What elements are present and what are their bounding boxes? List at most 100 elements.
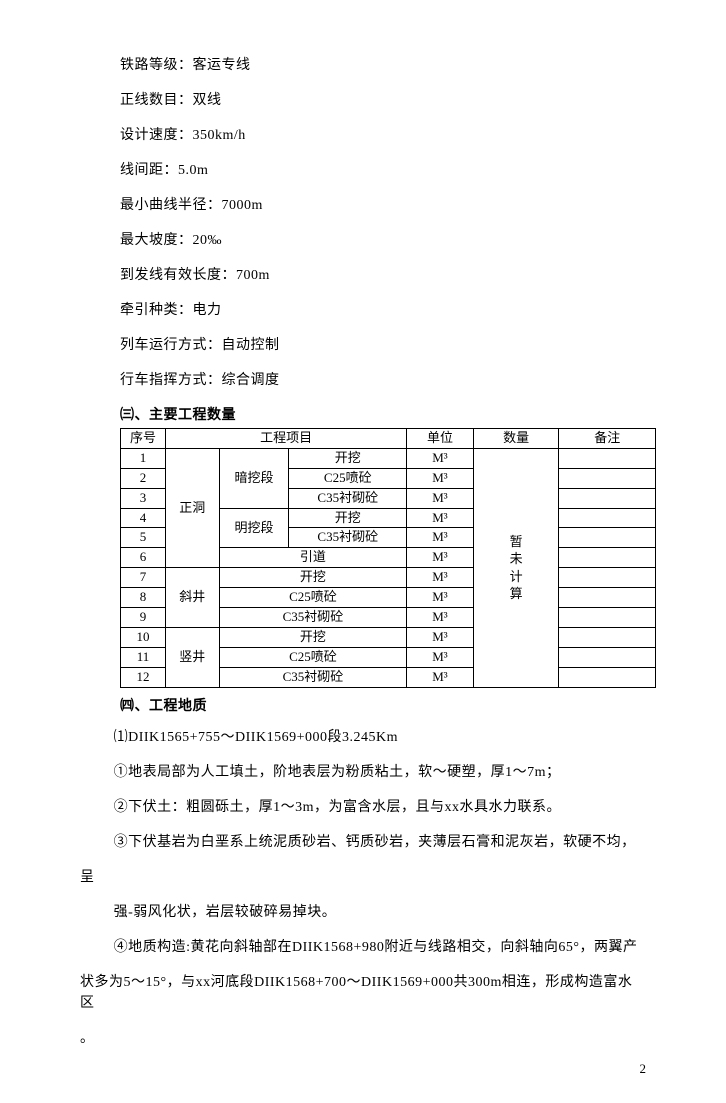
- label: 线间距：: [120, 163, 178, 178]
- item: 开挖: [219, 568, 407, 588]
- value: 350km/h: [193, 128, 246, 143]
- th-seq: 序号: [121, 429, 166, 449]
- item: C35衬砌砼: [289, 528, 407, 548]
- table-row: 1 正洞 暗挖段 开挖 M³ 暂未计算: [121, 448, 656, 468]
- label: 到发线有效长度：: [120, 268, 236, 283]
- note: [559, 528, 656, 548]
- unit: M³: [407, 508, 473, 528]
- value: 20‰: [193, 233, 223, 248]
- label: 铁路等级：: [120, 58, 193, 73]
- page-number: 2: [640, 1059, 647, 1079]
- th-project: 工程项目: [166, 429, 407, 449]
- table-header-row: 序号 工程项目 单位 数量 备注: [121, 429, 656, 449]
- unit: M³: [407, 647, 473, 667]
- group-zhengdong: 正洞: [166, 448, 220, 567]
- note: [559, 508, 656, 528]
- item: 开挖: [289, 508, 407, 528]
- value: 7000m: [222, 198, 263, 213]
- seq: 12: [121, 667, 166, 687]
- qty-pending: 暂未计算: [473, 448, 559, 687]
- table-row: 10 竖井 开挖 M³: [121, 627, 656, 647]
- label: 正线数目：: [120, 93, 193, 108]
- item: C35衬砌砼: [219, 608, 407, 628]
- label: 最小曲线半径：: [120, 198, 222, 213]
- th-note: 备注: [559, 429, 656, 449]
- note: [559, 468, 656, 488]
- item: C35衬砌砼: [219, 667, 407, 687]
- spec-dispatch: 行车指挥方式：综合调度: [120, 370, 646, 391]
- note: [559, 667, 656, 687]
- seq: 9: [121, 608, 166, 628]
- geo-p4-cont: 状多为5～15°，与xx河底段DIIK1568+700～DIIK1569+000…: [80, 972, 646, 1014]
- note: [559, 588, 656, 608]
- spec-rail-grade: 铁路等级：客运专线: [120, 55, 646, 76]
- sub-anwa: 暗挖段: [219, 448, 289, 508]
- spec-design-speed: 设计速度：350km/h: [120, 125, 646, 146]
- sub-mingwa: 明挖段: [219, 508, 289, 548]
- spec-eff-len: 到发线有效长度：700m: [120, 265, 646, 286]
- seq: 7: [121, 568, 166, 588]
- geo-p4-end: 。: [80, 1028, 646, 1049]
- spec-main-lines: 正线数目：双线: [120, 90, 646, 111]
- seq: 6: [121, 548, 166, 568]
- geo-p4: ④地质构造:黄花向斜轴部在DIIK1568+980附近与线路相交，向斜轴向65°…: [80, 937, 646, 958]
- heading-qty: ㈢、主要工程数量: [120, 405, 646, 426]
- value: 700m: [236, 268, 270, 283]
- geo-range: ⑴DIIK1565+755～DIIK1569+000段3.245Km: [80, 727, 646, 748]
- spec-track-spacing: 线间距：5.0m: [120, 160, 646, 181]
- note: [559, 568, 656, 588]
- label: 行车指挥方式：: [120, 373, 222, 388]
- seq: 10: [121, 627, 166, 647]
- item: 开挖: [219, 627, 407, 647]
- seq: 11: [121, 647, 166, 667]
- heading-geo: ㈣、工程地质: [120, 696, 646, 717]
- seq: 2: [121, 468, 166, 488]
- unit: M³: [407, 588, 473, 608]
- note: [559, 488, 656, 508]
- item: C25喷砼: [219, 647, 407, 667]
- note: [559, 627, 656, 647]
- th-qty: 数量: [473, 429, 559, 449]
- spec-max-grade: 最大坡度：20‰: [120, 230, 646, 251]
- geo-p3: ③下伏基岩为白垩系上统泥质砂岩、钙质砂岩，夹薄层石膏和泥灰岩，软硬不均，: [80, 832, 646, 853]
- value: 双线: [193, 93, 222, 108]
- seq: 4: [121, 508, 166, 528]
- item: 开挖: [289, 448, 407, 468]
- unit: M³: [407, 627, 473, 647]
- geo-p2: ②下伏土：粗圆砾土，厚1～3m，为富含水层，且与xx水具水力联系。: [80, 797, 646, 818]
- unit: M³: [407, 488, 473, 508]
- note: [559, 647, 656, 667]
- note: [559, 608, 656, 628]
- geo-p1: ①地表局部为人工填土，阶地表层为粉质粘土，软～硬塑，厚1～7m；: [80, 762, 646, 783]
- table-row: 7 斜井 开挖 M³: [121, 568, 656, 588]
- spec-min-curve: 最小曲线半径：7000m: [120, 195, 646, 216]
- label: 设计速度：: [120, 128, 193, 143]
- seq: 8: [121, 588, 166, 608]
- seq: 1: [121, 448, 166, 468]
- spec-traction: 牵引种类：电力: [120, 300, 646, 321]
- value: 综合调度: [222, 373, 280, 388]
- unit: M³: [407, 568, 473, 588]
- seq: 5: [121, 528, 166, 548]
- group-shujing: 竖井: [166, 627, 220, 687]
- unit: M³: [407, 528, 473, 548]
- item: C25喷砼: [289, 468, 407, 488]
- th-unit: 单位: [407, 429, 473, 449]
- unit: M³: [407, 548, 473, 568]
- note: [559, 548, 656, 568]
- note: [559, 448, 656, 468]
- value: 客运专线: [193, 58, 251, 73]
- geo-p3-cont2: 强-弱风化状，岩层较破碎易掉块。: [80, 902, 646, 923]
- value: 自动控制: [222, 338, 280, 353]
- unit: M³: [407, 448, 473, 468]
- label: 牵引种类：: [120, 303, 193, 318]
- value: 5.0m: [178, 163, 208, 178]
- group-xiejing: 斜井: [166, 568, 220, 628]
- unit: M³: [407, 468, 473, 488]
- spec-train-op: 列车运行方式：自动控制: [120, 335, 646, 356]
- qty-table: 序号 工程项目 单位 数量 备注 1 正洞 暗挖段 开挖 M³ 暂未计算 2 C…: [120, 428, 656, 688]
- seq: 3: [121, 488, 166, 508]
- label: 最大坡度：: [120, 233, 193, 248]
- item: C35衬砌砼: [289, 488, 407, 508]
- item-yindao: 引道: [219, 548, 407, 568]
